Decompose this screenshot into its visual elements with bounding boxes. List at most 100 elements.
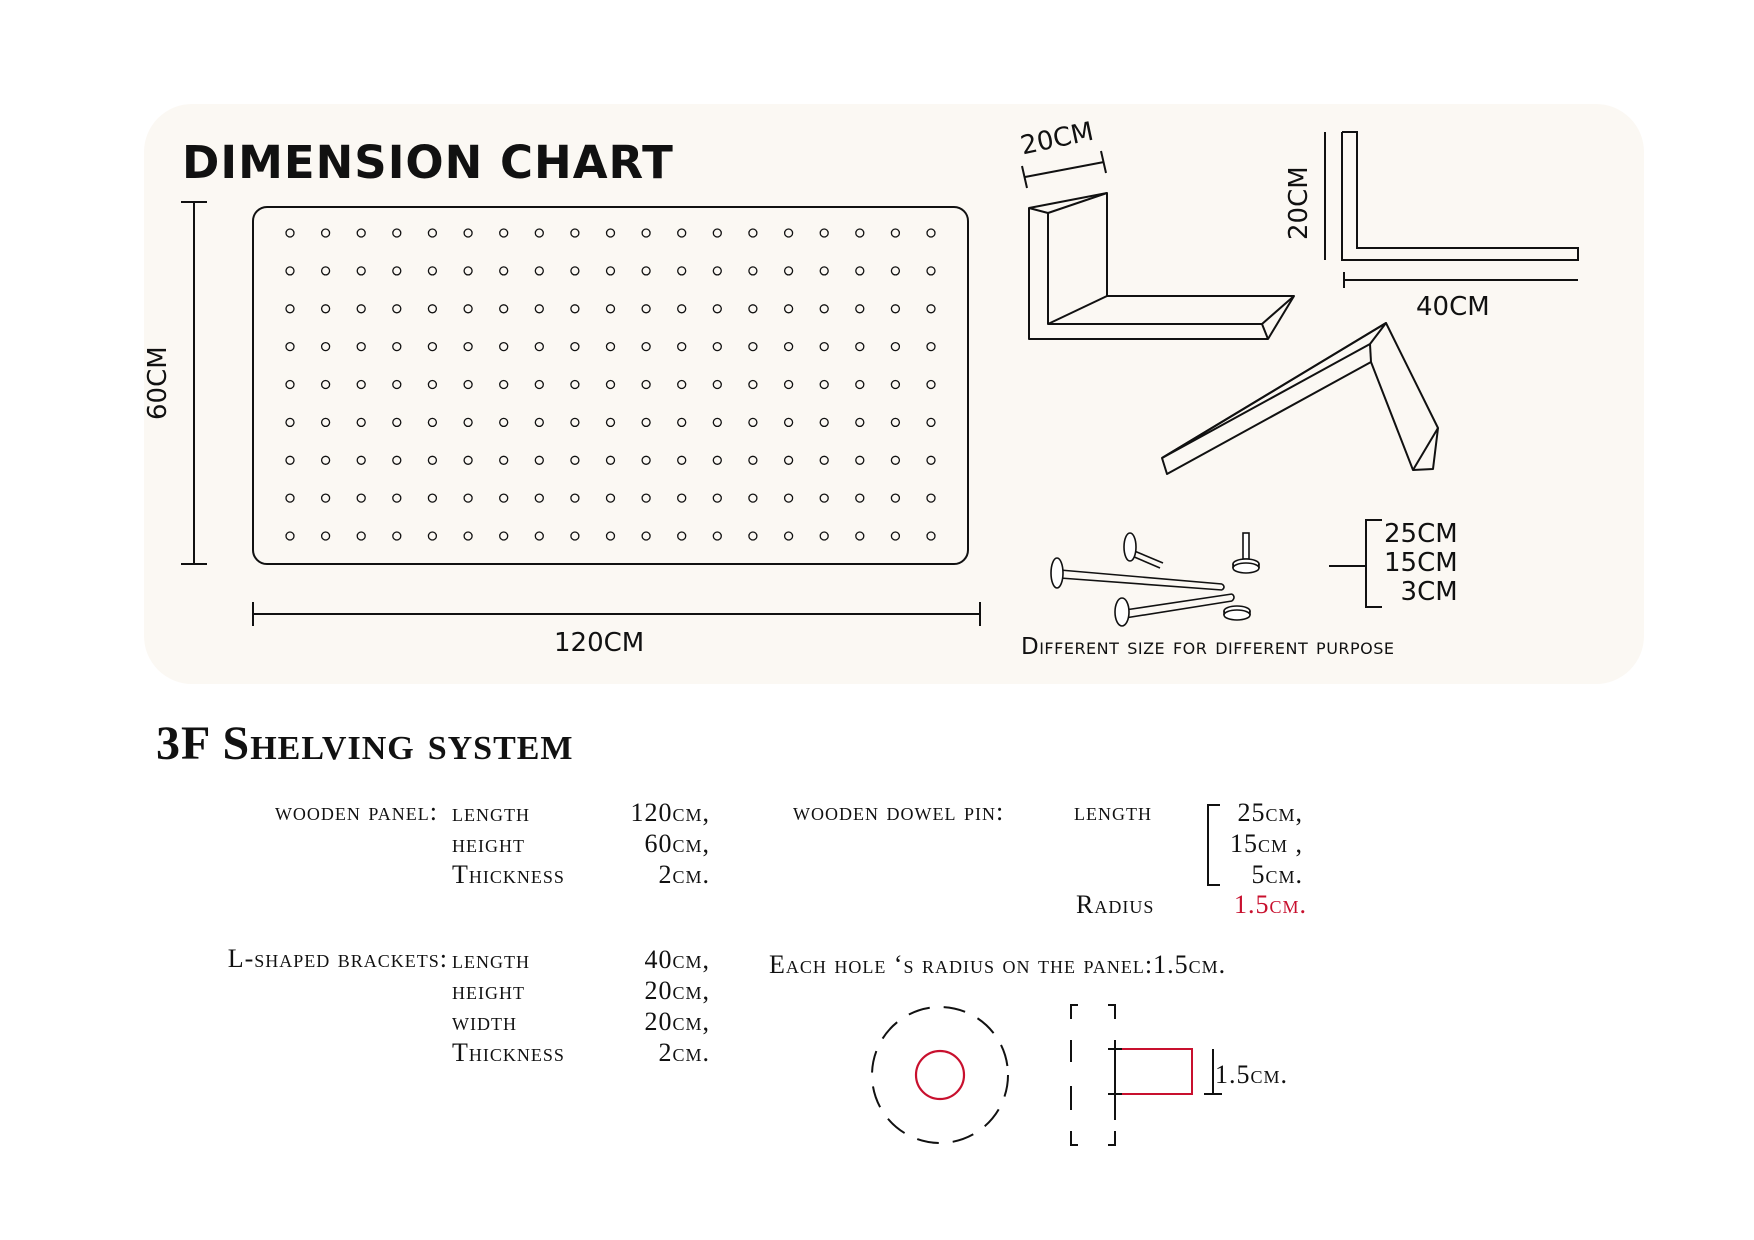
pegboard-hole [855,417,865,428]
pegboard-hole [641,417,651,428]
pegboard-hole [783,417,794,428]
hole-red-circle [914,1049,966,1101]
pegboard-hole [463,304,473,314]
wooden-panel-spec-names: length height Thickness [452,797,565,890]
pegboard-hole [748,266,758,276]
pegboard-hole [392,417,402,428]
pegboard-hole [285,455,295,465]
pegboard-hole [605,531,616,541]
pegboard-hole [499,266,509,276]
pegboard-hole [534,531,544,541]
pegboard-hole [463,493,473,503]
pegboard-hole [463,341,473,352]
pegboard-hole [605,455,616,465]
pegboard-hole [890,531,901,541]
panel-width-dimension-line [252,602,981,626]
pegboard-hole [712,266,722,276]
system-title: 3F Shelving system [156,717,574,770]
pegboard-hole [427,341,438,352]
pegboard-hole [783,379,794,390]
pegboard-hole [392,304,402,314]
pegboard-hole [890,417,901,428]
pegboard-hole [819,455,829,465]
pegboard-hole [570,341,580,352]
pin-size-25: 25CM [1384,519,1458,549]
spec-value: 20cm, [644,976,710,1005]
pegboard-hole [819,228,829,238]
pegboard-hole [783,455,794,465]
pegboard-hole [890,228,901,238]
pegboard-hole [570,417,580,428]
hole-dimension-label: 1.5cm. [1215,1060,1289,1089]
pegboard-hole [356,341,366,352]
pegboard-hole [285,228,295,238]
pegboard-hole [534,493,544,503]
spec-name: Thickness [452,1038,565,1067]
pegboard-hole [677,341,687,352]
pegboard-hole [605,379,616,390]
pegboard-hole [677,266,687,276]
pegboard-hole [499,304,509,314]
spec-value: 20cm, [644,1007,710,1036]
pegboard-hole [570,493,580,503]
pegboard-hole [499,493,509,503]
pegboard-hole [712,455,722,465]
pegboard-hole [926,228,936,238]
wooden-panel-spec-values: 120cm, 60cm, 2cm. [580,797,710,890]
pegboard-hole [641,455,651,465]
pegboard-hole [748,531,758,541]
dowel-length-label: length [1074,797,1152,826]
pegboard-hole [534,304,544,314]
dowel-length-values: 25cm, 15cm , 5cm. [1230,797,1303,890]
pegboard-hole [356,417,366,428]
pin-size-15: 15CM [1384,548,1458,578]
pegboard-hole [499,228,509,238]
pegboard-hole [783,493,794,503]
pegboard-hole [819,379,829,390]
pegboard-hole [427,304,438,314]
pegboard-hole [890,455,901,465]
pegboard-hole [570,531,580,541]
pegboard-hole [499,341,509,352]
pegboard-hole [641,304,651,314]
dowel-length-value: 5cm. [1251,860,1304,889]
panel-height-label: 60CM [143,346,173,420]
pegboard-hole [783,341,794,352]
pegboard-hole [392,228,402,238]
bracket-profile-view [1341,131,1579,261]
pegboard-hole [926,379,936,390]
pegboard-hole [427,228,438,238]
spec-value: 120cm, [630,798,710,827]
pegboard-hole [392,455,402,465]
pin-size-bracket [1329,519,1382,608]
brackets-spec-values: 40cm, 20cm, 20cm, 2cm. [580,944,710,1068]
pegboard-hole [570,379,580,390]
dowel-radius-value: 1.5cm. [1234,890,1308,919]
pegboard-hole [748,455,758,465]
pegboard-hole [641,341,651,352]
pegboard-hole [641,493,651,503]
pegboard-hole [677,304,687,314]
pegboard-hole [499,417,509,428]
pegboard-hole [427,455,438,465]
pegboard-hole [427,531,438,541]
pegboard-hole [427,493,438,503]
pegboard-hole [819,304,829,314]
dowel-length-value: 25cm, [1237,798,1304,827]
pegboard-hole [285,531,295,541]
pegboard-hole [641,266,651,276]
pegboard-hole [855,455,865,465]
spec-value: 2cm. [658,1038,710,1067]
pegboard-hole [783,304,794,314]
bracket-width-dimension-line [1021,150,1107,189]
pegboard-hole [320,341,331,352]
pegboard-hole [392,379,402,390]
pegboard-hole [855,341,865,352]
pegboard-hole [534,379,544,390]
hole-dashed-outline [871,1006,1009,1144]
pegboard-hole [641,531,651,541]
spec-value: 40cm, [644,945,710,974]
pegboard-outline [252,206,969,565]
spec-name: height [452,976,525,1005]
bracket-height-label: 20CM [1284,166,1314,240]
